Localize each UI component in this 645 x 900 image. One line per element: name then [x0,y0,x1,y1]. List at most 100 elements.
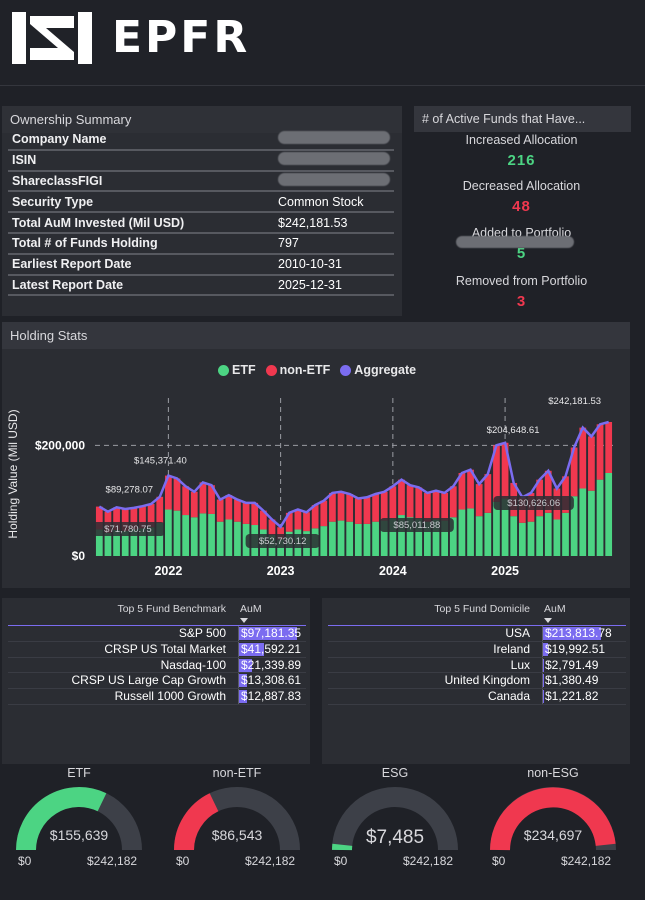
bar-non-etf[interactable] [165,475,172,510]
bar-etf[interactable] [553,519,561,556]
bar-non-etf[interactable] [311,505,319,529]
bar-etf[interactable] [579,488,587,556]
bar-non-etf[interactable] [432,490,440,520]
table-row[interactable]: Ireland $19,992.51 [328,641,626,658]
bar-etf[interactable] [104,532,112,556]
bar-etf[interactable] [182,515,190,556]
bar-etf[interactable] [432,519,440,556]
bar-non-etf[interactable] [415,487,423,519]
bar-etf[interactable] [458,509,466,556]
bar-etf[interactable] [596,479,604,556]
column-header-aum[interactable]: AuM [544,603,566,615]
bar-etf[interactable] [165,509,172,556]
bar-etf[interactable] [130,529,138,556]
bar-non-etf[interactable] [182,486,190,516]
bar-non-etf[interactable] [294,509,302,530]
bar-etf[interactable] [467,508,474,556]
bar-etf[interactable] [234,521,241,556]
bar-non-etf[interactable] [449,486,457,518]
bar-etf[interactable] [570,496,578,556]
bar-etf[interactable] [389,518,397,556]
bar-non-etf[interactable] [234,499,241,522]
bar-etf[interactable] [475,516,483,556]
bar-non-etf[interactable] [346,494,354,522]
bar-non-etf[interactable] [320,500,328,527]
legend-item[interactable]: ETF [218,363,256,377]
bar-etf[interactable] [562,512,569,556]
bar-non-etf[interactable] [147,503,155,528]
bar-non-etf[interactable] [441,492,449,521]
bar-non-etf[interactable] [518,497,526,523]
bar-non-etf[interactable] [406,485,414,518]
bar-non-etf[interactable] [484,474,492,513]
table-row[interactable]: CRSP US Total Market $41,592.21 [8,641,306,658]
bar-etf[interactable] [346,521,354,556]
table-row[interactable]: United Kingdom $1,380.49 [328,673,626,690]
bar-non-etf[interactable] [242,502,250,524]
bar-non-etf[interactable] [216,499,224,522]
bar-etf[interactable] [139,528,146,556]
bar-etf[interactable] [406,517,414,556]
bar-etf[interactable] [449,517,457,556]
bar-etf[interactable] [415,518,423,556]
bar-etf[interactable] [216,521,224,556]
bar-non-etf[interactable] [398,479,405,516]
bar-non-etf[interactable] [596,424,604,480]
bar-etf[interactable] [363,523,371,556]
bar-non-etf[interactable] [389,486,397,519]
bar-non-etf[interactable] [354,498,362,524]
bar-non-etf[interactable] [225,495,233,520]
bar-etf[interactable] [320,526,328,556]
bar-non-etf[interactable] [579,427,587,489]
bar-etf[interactable] [337,520,345,556]
bar-non-etf[interactable] [285,512,293,532]
bar-non-etf[interactable] [173,478,181,511]
bar-etf[interactable] [544,512,552,556]
table-row[interactable]: Lux $2,791.49 [328,657,626,674]
bar-etf[interactable] [329,521,336,556]
bar-etf[interactable] [372,521,379,556]
bar-non-etf[interactable] [190,491,198,518]
column-header-aum[interactable]: AuM [240,603,262,615]
bar-non-etf[interactable] [259,510,267,530]
bar-non-etf[interactable] [208,485,215,514]
bar-non-etf[interactable] [95,506,103,530]
table-row[interactable]: Nasdaq-100 $21,339.89 [8,657,306,674]
bar-etf[interactable] [354,523,362,556]
bar-etf[interactable] [190,517,198,556]
bar-non-etf[interactable] [113,507,120,530]
column-header-name[interactable]: Top 5 Fund Domicile [434,603,530,615]
bar-non-etf[interactable] [139,506,146,529]
bar-etf[interactable] [493,501,500,556]
bar-etf[interactable] [121,531,129,556]
bar-non-etf[interactable] [605,421,613,473]
bar-etf[interactable] [424,521,431,556]
bar-non-etf[interactable] [570,447,578,497]
bar-etf[interactable] [208,513,215,556]
bar-non-etf[interactable] [337,491,345,521]
bar-etf[interactable] [527,521,535,556]
bar-non-etf[interactable] [467,469,474,509]
bar-non-etf[interactable] [277,527,284,540]
bar-non-etf[interactable] [156,496,164,523]
bar-etf[interactable] [173,510,181,556]
sort-desc-icon[interactable] [544,618,552,623]
bar-non-etf[interactable] [303,512,310,532]
bar-etf[interactable] [518,522,526,556]
bar-non-etf[interactable] [493,445,500,502]
table-row[interactable]: Canada $1,221.82 [328,689,626,705]
table-row[interactable]: USA $213,813.78 [328,626,626,642]
bar-etf[interactable] [156,522,164,556]
table-row[interactable]: S&P 500 $97,181.35 [8,626,306,642]
table-row[interactable]: CRSP US Large Cap Growth $13,308.61 [8,673,306,690]
bar-non-etf[interactable] [562,476,569,513]
bar-non-etf[interactable] [424,492,431,522]
bar-etf[interactable] [588,490,595,556]
bar-etf[interactable] [199,513,207,556]
legend-item[interactable]: Aggregate [340,363,416,377]
legend-item[interactable]: non-ETF [265,363,330,377]
bar-non-etf[interactable] [268,519,276,535]
bar-non-etf[interactable] [475,484,483,517]
bar-etf[interactable] [95,529,103,556]
bar-etf[interactable] [147,527,155,556]
